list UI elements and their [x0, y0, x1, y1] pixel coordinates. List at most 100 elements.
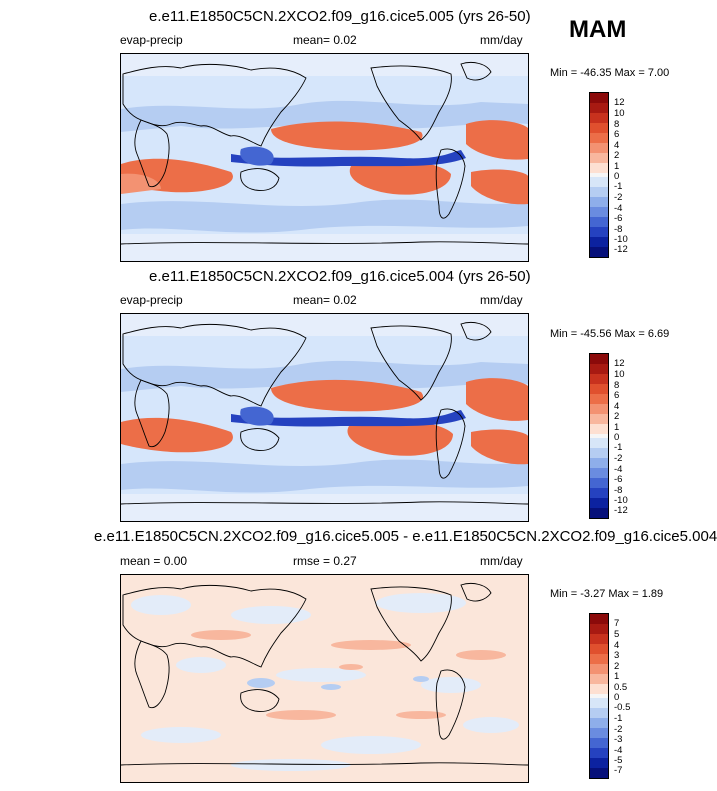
stronger-negative-patches [247, 676, 429, 690]
greenland-coast [460, 582, 492, 602]
positive-diff-patches [191, 630, 506, 720]
panel3-map-svg [121, 575, 528, 782]
panel1-title: e.e11.E1850C5CN.2XCO2.f09_g16.cice5.005 … [149, 8, 531, 25]
panel3-cbar-tick: -7 [614, 765, 623, 776]
panel1-cbar-tick: 6 [614, 129, 620, 140]
panel3-cbar-tick: 1 [614, 671, 620, 682]
south-polar-band [121, 494, 528, 521]
north-polar-band [121, 314, 528, 336]
north-pacific-red [271, 121, 423, 151]
panel3-cbar-tick: -2 [614, 724, 623, 735]
africa-coast [134, 119, 170, 188]
south-america-coast [435, 148, 466, 219]
panel3-cbar-tick: -0.5 [614, 702, 631, 713]
panel3-cbar-tick: 2 [614, 661, 620, 672]
australia-coast [240, 689, 280, 712]
north-america-coast [370, 65, 452, 141]
africa-coast [134, 640, 170, 709]
panel2-cbar-tick: 10 [614, 369, 625, 380]
season-label: MAM [569, 16, 627, 43]
panel2-cbar-tick: -2 [614, 453, 623, 464]
panel3-units-label: mm/day [480, 554, 523, 568]
panel3-minmax-label: Min = -3.27 Max = 1.89 [550, 588, 664, 600]
panel1-cbar-tick: 10 [614, 108, 625, 119]
panel1-cbar-tick: -1 [614, 181, 623, 192]
itcz-band [231, 150, 466, 167]
panel3-cbar-tick: 0.5 [614, 682, 628, 693]
coastlines [121, 582, 528, 766]
north-america-coast [370, 325, 452, 401]
panel1-cbar-tick: 12 [614, 97, 625, 108]
australia-coast [240, 428, 280, 451]
north-pacific-red [271, 379, 424, 412]
panel2-variable-label: evap-precip [120, 293, 183, 307]
northern-storm-track [121, 100, 528, 132]
panel1-units-label: mm/day [480, 33, 523, 47]
panel1-colorbar [589, 92, 609, 258]
northern-storm-track [121, 360, 528, 392]
south-atlantic-red [471, 169, 528, 205]
itcz-band [231, 410, 466, 427]
panel1-map-svg [121, 54, 528, 261]
west-edge-red [121, 173, 161, 194]
panel2-cbar-tick: 8 [614, 380, 620, 391]
panel3-cbar-tick: 3 [614, 650, 620, 661]
maritime-continent-blue [240, 406, 274, 426]
panel1-cbar-tick: -10 [614, 234, 628, 245]
south-pacific-red [347, 420, 453, 456]
southern-storm-track [121, 199, 528, 233]
panel3-cbar-tick: 0 [614, 692, 620, 703]
panel2-mean-label: mean= 0.02 [293, 293, 357, 307]
north-atlantic-red [466, 378, 528, 421]
north-america-coast [370, 586, 452, 662]
panel3-cbar-tick: 7 [614, 618, 620, 629]
south-atlantic-red [471, 429, 528, 465]
panel3-cbar-tick: -3 [614, 734, 623, 745]
north-atlantic-red [466, 120, 528, 160]
panel2-title: e.e11.E1850C5CN.2XCO2.f09_g16.cice5.004 … [149, 268, 531, 285]
south-atlantic-indian-red [121, 417, 233, 453]
panel3-map [120, 574, 529, 783]
panel2-minmax-label: Min = -45.56 Max = 6.69 [550, 328, 670, 340]
panel1-map [120, 53, 529, 262]
panel2-cbar-tick: 2 [614, 411, 620, 422]
panel1-mean-label: mean= 0.02 [293, 33, 357, 47]
greenland-coast [460, 321, 492, 341]
africa-coast [134, 379, 170, 448]
panel1-cbar-tick: -8 [614, 224, 623, 235]
panel1-cbar-tick: -6 [614, 213, 623, 224]
panel2-units-label: mm/day [480, 293, 523, 307]
panel2-map [120, 313, 529, 522]
panel2-map-svg [121, 314, 528, 521]
panel2-cbar-tick: -12 [614, 505, 628, 516]
coastlines [121, 61, 528, 245]
south-pacific-red [349, 160, 451, 195]
eurasia-coast [122, 584, 307, 668]
panel3-cbar-tick: -5 [614, 755, 623, 766]
panel3-title: e.e11.E1850C5CN.2XCO2.f09_g16.cice5.005 … [94, 528, 717, 545]
north-polar-band [121, 54, 528, 76]
panel1-cbar-tick: 8 [614, 119, 620, 130]
panel2-cbar-tick: 12 [614, 358, 625, 369]
panel1-cbar-tick: -4 [614, 203, 623, 214]
panel3-colorbar [589, 613, 609, 779]
panel2-cbar-tick: -1 [614, 442, 623, 453]
antarctica-coast [121, 241, 528, 245]
maritime-continent-blue [240, 146, 274, 166]
south-america-coast [435, 408, 466, 479]
eurasia-coast [122, 323, 307, 407]
negative-diff-patches [131, 593, 519, 771]
panel2-cbar-tick: 1 [614, 422, 620, 433]
panel2-cbar-tick: 4 [614, 401, 620, 412]
panel2-cbar-tick: 0 [614, 432, 620, 443]
panel2-cbar-tick: -6 [614, 474, 623, 485]
panel3-rmse-label: rmse = 0.27 [293, 554, 357, 568]
panel1-cbar-tick: 1 [614, 161, 620, 172]
panel2-cbar-tick: -8 [614, 485, 623, 496]
south-polar-band [121, 234, 528, 261]
antarctica-coast [121, 501, 528, 505]
panel1-minmax-label: Min = -46.35 Max = 7.00 [550, 67, 670, 79]
panel2-cbar-tick: 6 [614, 390, 620, 401]
panel2-colorbar [589, 353, 609, 519]
greenland-coast [460, 61, 492, 81]
